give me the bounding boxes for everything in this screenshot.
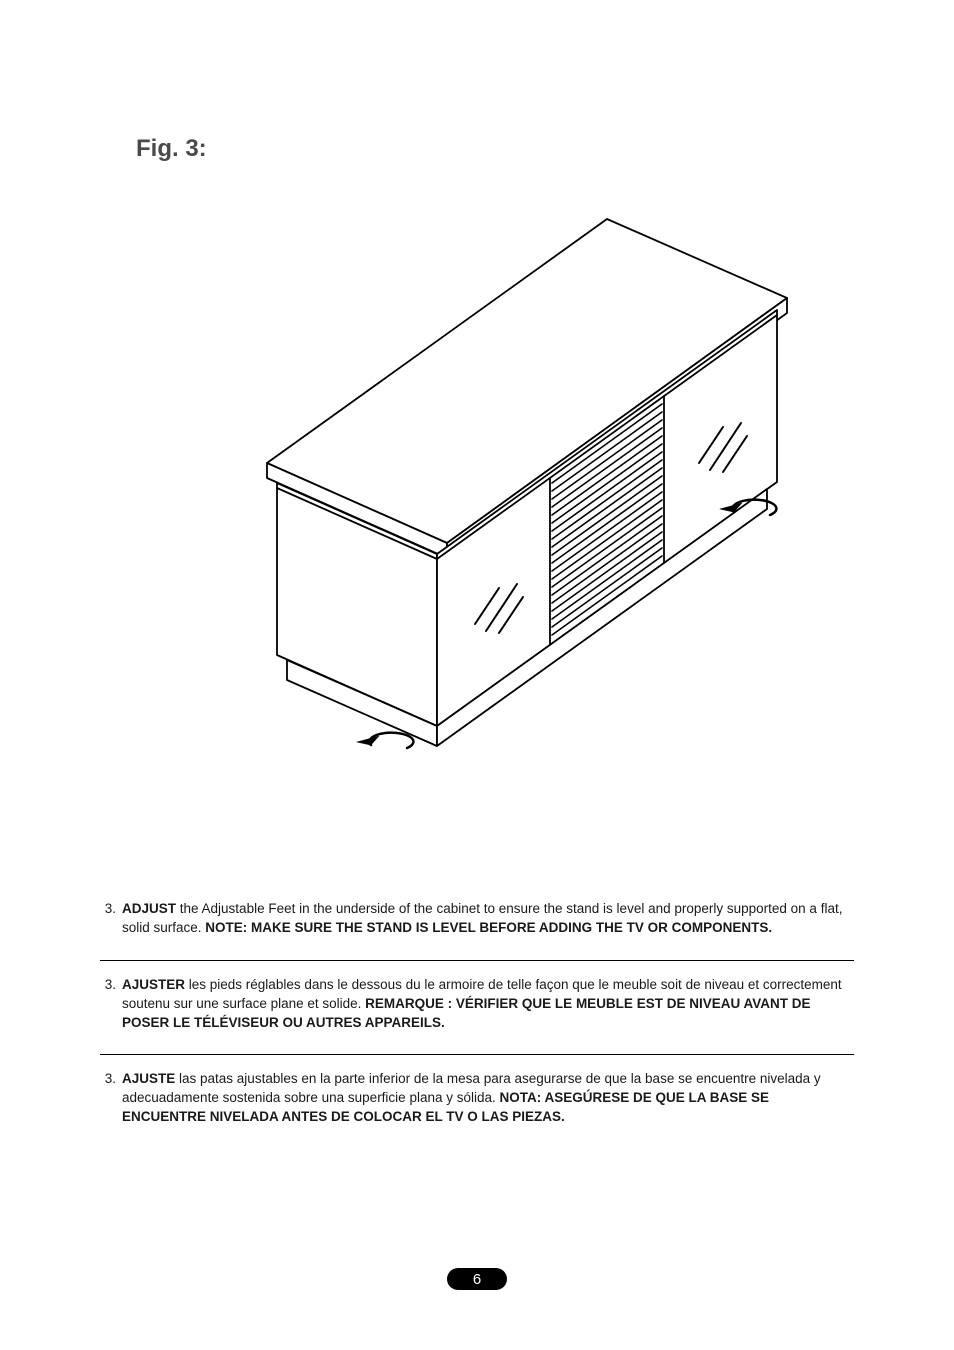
action-word: ADJUST <box>122 901 176 916</box>
figure-diagram <box>100 193 854 753</box>
step-number: 3. <box>100 976 122 1033</box>
separator-line <box>100 1054 854 1055</box>
step-number: 3. <box>100 900 122 938</box>
instruction-fr: 3. AJUSTER les pieds réglables dans le d… <box>100 969 854 1047</box>
page-number: 6 <box>447 1268 507 1290</box>
instruction-en: 3. ADJUST the Adjustable Feet in the und… <box>100 893 854 952</box>
page-number-container: 6 <box>0 1268 954 1290</box>
page-container: Fig. 3: <box>0 0 954 1350</box>
instruction-es: 3. AJUSTE las patas ajustables en la par… <box>100 1063 854 1141</box>
instruction-text-es: AJUSTE las patas ajustables en la parte … <box>122 1070 854 1127</box>
note-text: NOTE: MAKE SURE THE STAND IS LEVEL BEFOR… <box>205 920 772 935</box>
action-word: AJUSTER <box>122 977 185 992</box>
instruction-text-fr: AJUSTER les pieds réglables dans le dess… <box>122 976 854 1033</box>
step-number: 3. <box>100 1070 122 1127</box>
instructions-section: 3. ADJUST the Adjustable Feet in the und… <box>100 893 854 1141</box>
instruction-text-en: ADJUST the Adjustable Feet in the unders… <box>122 900 854 938</box>
separator-line <box>100 960 854 961</box>
action-word: AJUSTE <box>122 1071 175 1086</box>
figure-title: Fig. 3: <box>136 135 854 163</box>
